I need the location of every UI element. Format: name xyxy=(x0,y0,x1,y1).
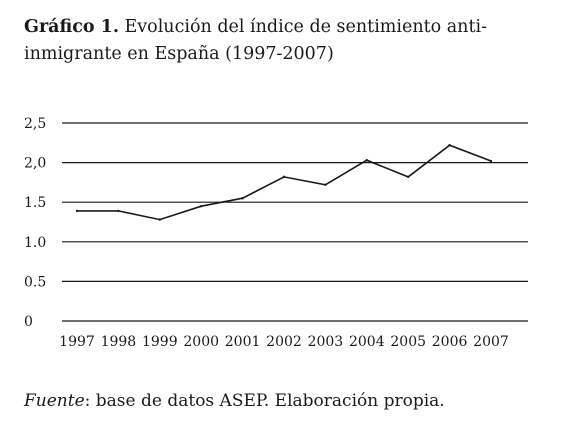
x-axis-tick-labels: 1997 1998 1999 2000 2001 2002 2003 2004 2005 2006… xyxy=(59,334,509,350)
y-tick-label: 1.5 xyxy=(24,195,46,211)
data-point xyxy=(117,209,120,213)
source-text: : base de datos ASEP. Elaboración propia… xyxy=(84,391,445,411)
source-note: Fuente: base de datos ASEP. Elaboración … xyxy=(24,389,445,413)
series xyxy=(75,143,493,221)
x-tick-label: 2007 xyxy=(473,334,509,350)
x-tick-label: 2004 xyxy=(349,334,385,350)
y-tick-label: 0.5 xyxy=(24,274,46,290)
data-point xyxy=(75,209,79,213)
data-point xyxy=(158,218,161,221)
source-label: Fuente xyxy=(24,391,85,411)
chart-title-text: Evolución del índice de sentimiento anti… xyxy=(24,17,487,64)
y-tick-label: 2,5 xyxy=(24,116,46,132)
x-tick-label: 2001 xyxy=(225,334,261,350)
x-tick-label: 2006 xyxy=(432,334,468,350)
data-point xyxy=(365,159,368,162)
x-tick-label: 1998 xyxy=(101,334,137,350)
x-tick-label: 2003 xyxy=(308,334,344,350)
gridlines xyxy=(62,122,528,322)
x-tick-label: 1997 xyxy=(59,334,95,350)
y-tick-label: 0 xyxy=(24,314,33,330)
x-tick-label: 2000 xyxy=(183,334,219,350)
data-point xyxy=(489,159,493,163)
chart-title: Gráfico 1. Evolución del índice de senti… xyxy=(24,14,554,68)
x-tick-label: 1999 xyxy=(142,334,178,350)
series-line xyxy=(77,144,492,221)
data-point xyxy=(241,197,244,200)
y-tick-label: 1.0 xyxy=(24,235,46,251)
data-point xyxy=(324,183,327,186)
y-axis-tick-labels: 0 0.5 1.0 1.5 2,0 2,5 xyxy=(24,116,46,330)
y-tick-label: 2,0 xyxy=(24,156,46,172)
data-point xyxy=(282,175,286,179)
data-point xyxy=(407,175,410,179)
x-tick-label: 2002 xyxy=(266,334,302,350)
chart-title-label: Gráfico 1. xyxy=(24,17,119,37)
x-tick-label: 2005 xyxy=(390,334,426,350)
data-point xyxy=(448,143,451,147)
data-point xyxy=(200,204,203,208)
